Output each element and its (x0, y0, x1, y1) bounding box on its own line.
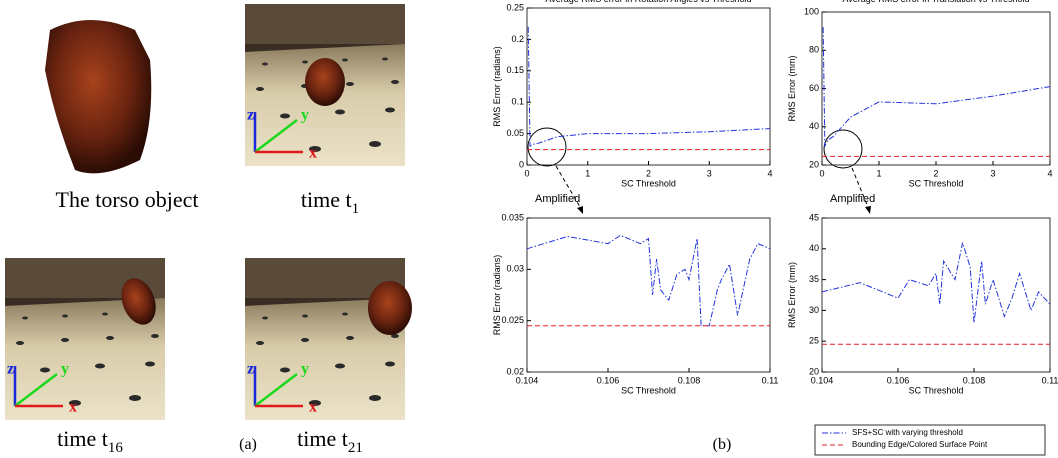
x-tick-label: 0.108 (678, 375, 701, 385)
chart-title: Average RMS error in Rotation Angles vs … (545, 0, 751, 4)
x-tick-label: 0.106 (887, 375, 910, 385)
caption-text: time t (297, 426, 348, 451)
annotation: Amplified (830, 193, 875, 205)
y-axis-label: RMS Error (mm) (787, 56, 797, 122)
axis-letter: z (247, 107, 254, 124)
caption-text: time t (301, 187, 352, 212)
zoom-arrow (555, 165, 584, 213)
image-caption: time t1 (301, 187, 359, 217)
series-line (527, 26, 771, 148)
plot-frame (526, 217, 771, 373)
x-axis-label: SC Threshold (909, 385, 964, 395)
axis-letter: x (309, 145, 317, 162)
series-line (526, 234, 771, 327)
y-axis-label: RMS Error (mm) (787, 262, 797, 328)
y-tick-label: 0.15 (506, 65, 524, 75)
caption-text: time t (57, 426, 108, 451)
caption-subscript: 16 (108, 440, 124, 456)
zoom-circle (823, 129, 863, 169)
x-tick-label: 0.106 (597, 375, 620, 385)
legend-box (814, 424, 1046, 456)
y-tick-label: 0 (519, 159, 524, 169)
y-tick-label: 100 (804, 6, 819, 16)
y-tick-label: 0.2 (511, 34, 524, 44)
y-tick-label: 0.02 (506, 366, 524, 376)
chart-title: Average RMS error in Translation vs Thre… (842, 0, 1029, 4)
y-tick-label: 60 (809, 83, 819, 93)
y-tick-label: 0.05 (506, 128, 524, 138)
scene-image (245, 258, 412, 420)
axis-arrow (14, 373, 58, 407)
zoom-arrow (851, 167, 871, 213)
y-tick-label: 0.1 (511, 97, 524, 107)
y-tick-label: 0.035 (501, 212, 524, 222)
zoom-circle (527, 127, 567, 167)
image-caption: The torso object (56, 187, 199, 212)
x-axis-label: SC Threshold (621, 178, 676, 188)
axis-letter: y (301, 107, 309, 124)
y-tick-label: 20 (809, 159, 819, 169)
panel-label: (b) (713, 436, 732, 453)
x-tick-label: 4 (1047, 168, 1052, 178)
x-axis-label: SC Threshold (621, 385, 676, 395)
x-tick-label: 3 (707, 168, 712, 178)
y-tick-label: 0.025 (501, 315, 524, 325)
caption-subscript: 1 (352, 201, 360, 217)
axis-letter: x (309, 399, 317, 416)
scene-image (5, 258, 165, 420)
y-axis-label: RMS Error (radians) (492, 255, 502, 336)
y-tick-label: 45 (809, 212, 819, 222)
x-tick-label: 4 (767, 168, 772, 178)
legend-label: SFS+SC with varying threshold (852, 428, 963, 437)
image-caption: time t16 (57, 426, 123, 456)
x-tick-label: 3 (990, 168, 995, 178)
x-tick-label: 0 (524, 168, 529, 178)
x-tick-label: 0.108 (963, 375, 986, 385)
x-axis-label: SC Threshold (909, 178, 964, 188)
axis-arrow (254, 373, 298, 407)
axis-letter: y (301, 361, 309, 378)
torso-image (45, 20, 152, 174)
x-tick-label: 1 (585, 168, 590, 178)
y-tick-label: 20 (809, 366, 819, 376)
y-tick-label: 40 (809, 243, 819, 253)
arrow-head (577, 206, 583, 214)
axis-letter: z (7, 361, 14, 378)
series-line (821, 242, 1051, 323)
x-tick-label: 0.104 (811, 375, 834, 385)
y-tick-label: 30 (809, 305, 819, 315)
annotation: Amplified (535, 193, 580, 205)
y-axis-label: RMS Error (radians) (492, 46, 502, 127)
y-tick-label: 25 (809, 336, 819, 346)
scene-image (245, 4, 405, 166)
series-line (822, 27, 1051, 148)
y-tick-label: 0.25 (506, 2, 524, 12)
x-tick-label: 0 (819, 168, 824, 178)
x-tick-label: 1 (876, 168, 881, 178)
y-tick-label: 40 (809, 121, 819, 131)
y-tick-label: 0.03 (506, 264, 524, 274)
plot-frame (526, 7, 771, 166)
panel-label: (a) (239, 436, 257, 453)
caption-subscript: 21 (348, 440, 363, 456)
plot-frame (821, 217, 1051, 373)
axis-letter: x (69, 399, 77, 416)
x-tick-label: 2 (646, 168, 651, 178)
caption-text: The torso object (56, 187, 199, 212)
x-tick-label: 0.11 (762, 375, 779, 385)
plot-frame (821, 11, 1051, 166)
x-tick-label: 2 (933, 168, 938, 178)
axis-letter: y (61, 361, 69, 378)
x-tick-label: 0.11 (1042, 375, 1058, 385)
x-tick-label: 0.104 (516, 375, 539, 385)
image-caption: time t21 (297, 426, 363, 456)
y-tick-label: 80 (809, 45, 819, 55)
y-tick-label: 35 (809, 274, 819, 284)
axis-arrow (254, 119, 298, 153)
axis-letter: z (247, 361, 254, 378)
arrow-head (865, 206, 871, 214)
legend-label: Bounding Edge/Colored Surface Point (852, 440, 988, 449)
